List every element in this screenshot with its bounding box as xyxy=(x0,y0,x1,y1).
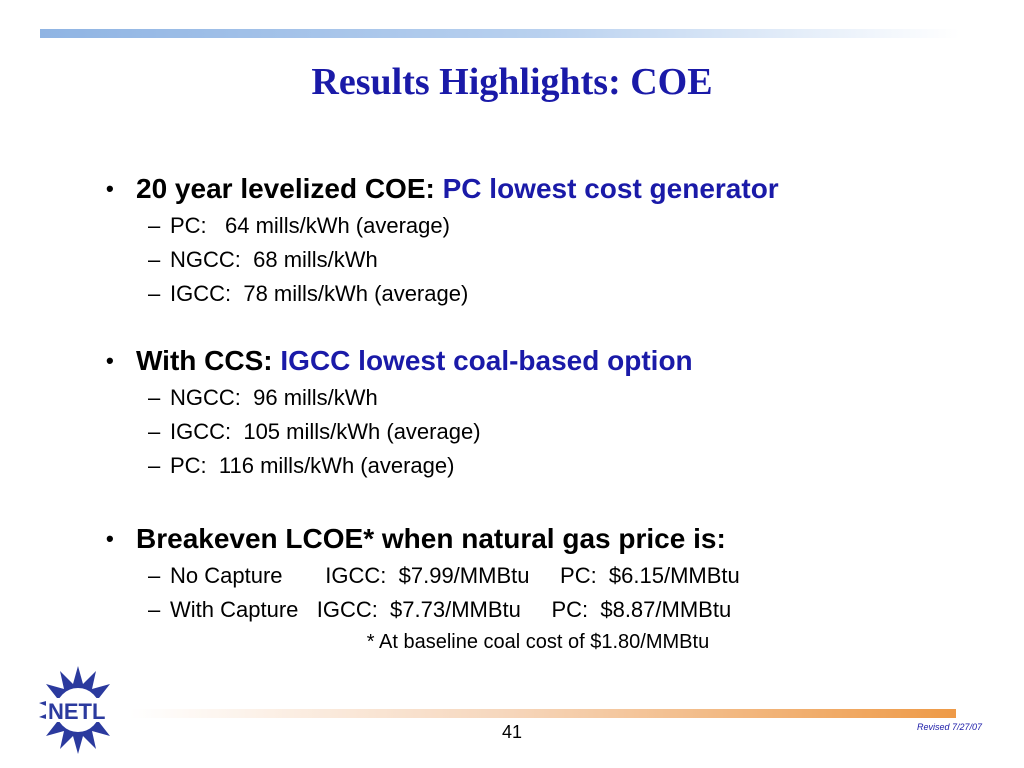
sub-bullet-text: IGCC: 78 mills/kWh (average) xyxy=(170,281,469,306)
sub-bullet-item: – PC: 116 mills/kWh (average) xyxy=(148,449,693,483)
dash-marker: – xyxy=(148,419,161,444)
sub-bullet-text: PC: 116 mills/kWh (average) xyxy=(170,453,455,478)
dash-marker: – xyxy=(148,281,161,306)
bullet-section-breakeven: • Breakeven LCOE* when natural gas price … xyxy=(106,521,740,627)
sub-bullet-item: – IGCC: 78 mills/kWh (average) xyxy=(148,277,779,311)
bullet-lead-text: With CCS: xyxy=(136,345,281,376)
bullet-heading: • With CCS: IGCC lowest coal-based option xyxy=(106,343,693,379)
sub-bullet-text: NGCC: 68 mills/kWh xyxy=(170,247,378,272)
sub-bullet-item: – No Capture IGCC: $7.99/MMBtu PC: $6.15/… xyxy=(148,559,740,593)
sub-bullet-text: PC: 64 mills/kWh (average) xyxy=(170,213,450,238)
bullet-lead-text: Breakeven LCOE* when natural gas price i… xyxy=(136,523,726,554)
dash-marker: – xyxy=(148,563,161,588)
logo-wordmark: NETL xyxy=(48,699,105,724)
sub-bullet-item: – NGCC: 96 mills/kWh xyxy=(148,381,693,415)
page-number: 41 xyxy=(501,722,523,742)
bullet-highlight-text: IGCC lowest coal-based option xyxy=(280,345,693,376)
sub-bullet-text: IGCC: 105 mills/kWh (average) xyxy=(170,419,481,444)
netl-logo: NETL xyxy=(39,666,126,754)
bottom-gradient-bar xyxy=(130,709,956,718)
sub-bullet-text: With Capture IGCC: $7.73/MMBtu PC: $8.87… xyxy=(170,597,732,622)
bullet-lead-text: 20 year levelized COE: xyxy=(136,173,443,204)
bullet-highlight-text: PC lowest cost generator xyxy=(442,173,779,204)
dash-marker: – xyxy=(148,213,161,238)
bullet-marker: • xyxy=(106,176,114,201)
dash-marker: – xyxy=(148,453,161,478)
sub-bullet-list: – PC: 64 mills/kWh (average) – NGCC: 68 mi… xyxy=(148,209,779,311)
bullet-heading: • Breakeven LCOE* when natural gas price … xyxy=(106,521,740,557)
sub-bullet-item: – With Capture IGCC: $7.73/MMBtu PC: $8.8… xyxy=(148,593,740,627)
bullet-marker: • xyxy=(106,348,114,373)
sub-bullet-item: – IGCC: 105 mills/kWh (average) xyxy=(148,415,693,449)
bullet-heading: • 20 year levelized COE: PC lowest cost g… xyxy=(106,171,779,207)
dash-marker: – xyxy=(148,247,161,272)
bullet-section-with-ccs: • With CCS: IGCC lowest coal-based option… xyxy=(106,343,693,483)
sub-bullet-item: – NGCC: 68 mills/kWh xyxy=(148,243,779,277)
slide-title: Results Highlights: COE xyxy=(311,61,713,103)
sub-bullet-list: – NGCC: 96 mills/kWh – IGCC: 105 mills/kWh… xyxy=(148,381,693,483)
sub-bullet-text: NGCC: 96 mills/kWh xyxy=(170,385,378,410)
dash-marker: – xyxy=(148,385,161,410)
revised-date: Revised 7/27/07 xyxy=(916,722,982,732)
footnote: * At baseline coal cost of $1.80/MMBtu xyxy=(366,631,710,653)
dash-marker: – xyxy=(148,597,161,622)
sub-bullet-text: No Capture IGCC: $7.99/MMBtu PC: $6.15/M… xyxy=(170,563,740,588)
bullet-section-levelized-coe: • 20 year levelized COE: PC lowest cost g… xyxy=(106,171,779,311)
bullet-marker: • xyxy=(106,526,114,551)
sub-bullet-list: – No Capture IGCC: $7.99/MMBtu PC: $6.15/… xyxy=(148,559,740,627)
sub-bullet-item: – PC: 64 mills/kWh (average) xyxy=(148,209,779,243)
top-gradient-bar xyxy=(40,29,960,38)
